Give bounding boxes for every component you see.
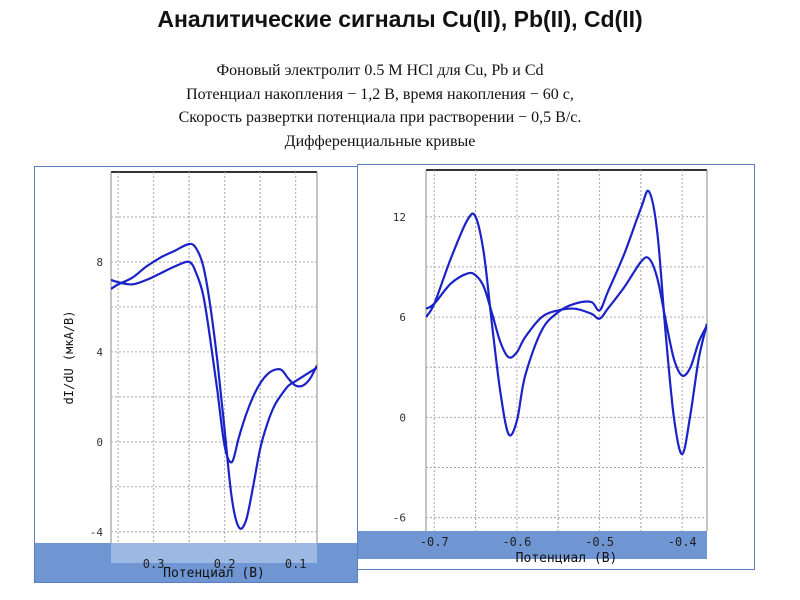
y-tick-label: -6: [393, 512, 406, 525]
x-tick-label: 0.2: [214, 557, 236, 571]
series-line-1: [426, 189, 707, 456]
left-chart-panel: 8 4 0 -4 0.3 0.2 0.1 Потенциал (В) dI/dU (мкА/В): [34, 166, 358, 583]
y-tick-label: -4: [90, 526, 104, 539]
series-line-2: [111, 260, 317, 464]
left-chart: 8 4 0 -4 0.3 0.2 0.1 Потенциал (В) dI/dU (мкА/В): [35, 171, 357, 582]
x-axis-label: Потенциал (В): [163, 566, 265, 581]
series-line-2: [426, 256, 707, 377]
y-axis-label: dI/dU (мкА/В): [62, 311, 76, 405]
x-tick-label: -0.7: [420, 535, 449, 549]
y-tick-label: 8: [96, 256, 103, 269]
y-tick-label: 6: [399, 311, 406, 324]
x-tick-label: 0.3: [143, 557, 165, 571]
y-tick-label: 12: [393, 211, 406, 224]
x-tick-label: -0.6: [502, 535, 531, 549]
x-tick-label: -0.4: [668, 535, 697, 549]
subtitle-line-1: Фоновый электролит 0.5 М HCl для Cu, Pb …: [216, 62, 544, 79]
series-line-1: [111, 242, 317, 530]
page-title: Аналитические сигналы Cu(II), Pb(II), Cd…: [157, 6, 643, 32]
x-axis-label-strip: [358, 559, 754, 569]
x-tick-label: 0.1: [285, 557, 307, 571]
x-axis-band: [358, 531, 707, 559]
subtitle-line-3: Скорость развертки потенциала при раство…: [178, 109, 582, 126]
x-tick-label: -0.5: [585, 535, 614, 549]
right-chart: 12 6 0 -6 -0.7 -0.6 -0.5 -0.4 Потенциал (В): [358, 169, 754, 569]
subtitle-line-4: Дифференциальные кривые: [284, 133, 476, 150]
y-tick-label: 4: [96, 346, 103, 359]
subtitle-line-2: Потенциал накопления − 1,2 В, время нако…: [186, 86, 574, 103]
right-chart-panel: 12 6 0 -6 -0.7 -0.6 -0.5 -0.4 Потенциал (В): [357, 164, 755, 570]
x-axis-label: Потенциал (В): [516, 551, 618, 566]
x-axis-tick-strip: [111, 543, 317, 563]
y-tick-label: 0: [399, 411, 406, 424]
y-tick-label: 0: [96, 436, 103, 449]
